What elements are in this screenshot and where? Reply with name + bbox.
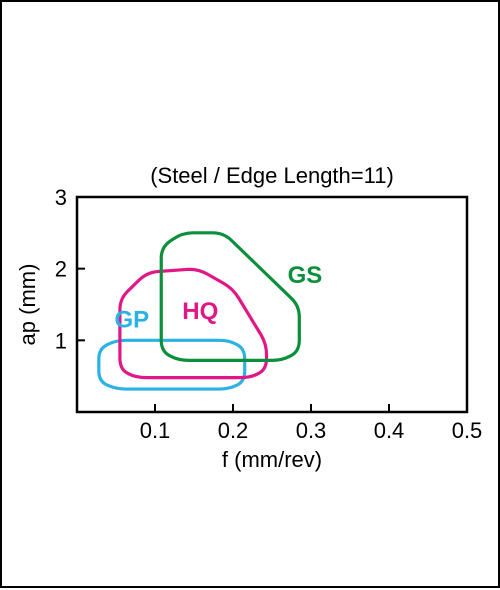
xtick-label: 0.3 — [296, 418, 327, 443]
chart-title: (Steel / Edge Length=11) — [150, 163, 394, 188]
ytick-label: 3 — [55, 185, 67, 210]
xtick-label: 0.1 — [140, 418, 171, 443]
chart-svg: (Steel / Edge Length=11) GP HQ GS 0.1 0.2 0.3 0… — [2, 2, 500, 590]
y-axis-label: ap (mm) — [15, 264, 40, 346]
x-axis-label: f (mm/rev) — [222, 447, 322, 472]
label-gp: GP — [114, 306, 149, 333]
xtick-label: 0.5 — [452, 418, 483, 443]
xtick-label: 0.4 — [374, 418, 405, 443]
ytick-label: 2 — [55, 257, 67, 282]
label-hq: HQ — [182, 298, 218, 325]
figure-frame: (Steel / Edge Length=11) GP HQ GS 0.1 0.2 0.3 0… — [0, 0, 500, 588]
ytick-label: 1 — [55, 328, 67, 353]
label-gs: GS — [288, 262, 323, 289]
plot-bg — [77, 197, 467, 412]
xtick-label: 0.2 — [218, 418, 249, 443]
